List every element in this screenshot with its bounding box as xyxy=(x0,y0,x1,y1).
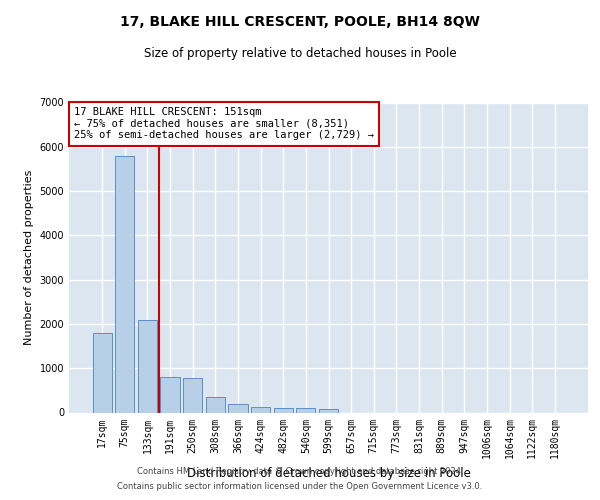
Bar xyxy=(296,408,316,412)
Bar xyxy=(206,397,225,412)
X-axis label: Distribution of detached houses by size in Poole: Distribution of detached houses by size … xyxy=(187,467,470,480)
Bar xyxy=(183,378,202,412)
Bar xyxy=(274,408,293,412)
Text: 17 BLAKE HILL CRESCENT: 151sqm
← 75% of detached houses are smaller (8,351)
25% : 17 BLAKE HILL CRESCENT: 151sqm ← 75% of … xyxy=(74,107,374,140)
Bar xyxy=(229,404,248,412)
Bar xyxy=(251,406,270,412)
Bar xyxy=(138,320,157,412)
Y-axis label: Number of detached properties: Number of detached properties xyxy=(24,170,34,345)
Bar xyxy=(319,409,338,412)
Bar xyxy=(92,333,112,412)
Text: Size of property relative to detached houses in Poole: Size of property relative to detached ho… xyxy=(143,48,457,60)
Bar xyxy=(160,377,180,412)
Text: Contains HM Land Registry data © Crown copyright and database right 2024.: Contains HM Land Registry data © Crown c… xyxy=(137,467,463,476)
Text: Contains public sector information licensed under the Open Government Licence v3: Contains public sector information licen… xyxy=(118,482,482,491)
Bar xyxy=(115,156,134,412)
Text: 17, BLAKE HILL CRESCENT, POOLE, BH14 8QW: 17, BLAKE HILL CRESCENT, POOLE, BH14 8QW xyxy=(120,15,480,29)
